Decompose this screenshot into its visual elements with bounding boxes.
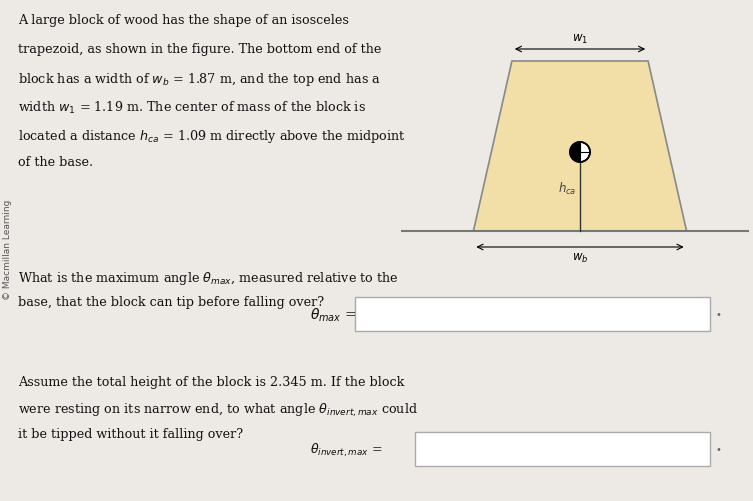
Text: What is the maximum angle $\theta_{max}$, measured relative to the: What is the maximum angle $\theta_{max}$… <box>18 270 398 287</box>
Bar <box>415 432 710 466</box>
Text: $\theta_{invert,max}$ =: $\theta_{invert,max}$ = <box>310 440 383 458</box>
Text: $w_b$: $w_b$ <box>572 252 588 265</box>
Text: width $w_1$ = 1.19 m. The center of mass of the block is: width $w_1$ = 1.19 m. The center of mass… <box>18 99 366 115</box>
Text: •: • <box>716 310 722 319</box>
Text: Assume the total height of the block is 2.345 m. If the block: Assume the total height of the block is … <box>18 375 404 388</box>
Text: it be tipped without it falling over?: it be tipped without it falling over? <box>18 427 243 440</box>
Text: $h_{ca}$: $h_{ca}$ <box>557 180 576 196</box>
Text: block has a width of $w_b$ = 1.87 m, and the top end has a: block has a width of $w_b$ = 1.87 m, and… <box>18 71 381 88</box>
Text: were resting on its narrow end, to what angle $\theta_{invert,max}$ could: were resting on its narrow end, to what … <box>18 401 418 418</box>
Text: $w_1$: $w_1$ <box>572 33 588 46</box>
Text: © Macmillan Learning: © Macmillan Learning <box>4 199 13 300</box>
Bar <box>355 298 710 331</box>
Text: •: • <box>716 444 722 454</box>
Text: A large block of wood has the shape of an isosceles: A large block of wood has the shape of a… <box>18 14 349 27</box>
Polygon shape <box>474 62 687 231</box>
Wedge shape <box>570 143 580 163</box>
Text: located a distance $h_{ca}$ = 1.09 m directly above the midpoint: located a distance $h_{ca}$ = 1.09 m dir… <box>18 128 406 145</box>
Text: trapezoid, as shown in the figure. The bottom end of the: trapezoid, as shown in the figure. The b… <box>18 43 381 56</box>
Circle shape <box>570 143 590 163</box>
Text: of the base.: of the base. <box>18 156 93 169</box>
Text: base, that the block can tip before falling over?: base, that the block can tip before fall… <box>18 296 324 309</box>
Text: $\theta_{max}$ =: $\theta_{max}$ = <box>310 306 357 323</box>
